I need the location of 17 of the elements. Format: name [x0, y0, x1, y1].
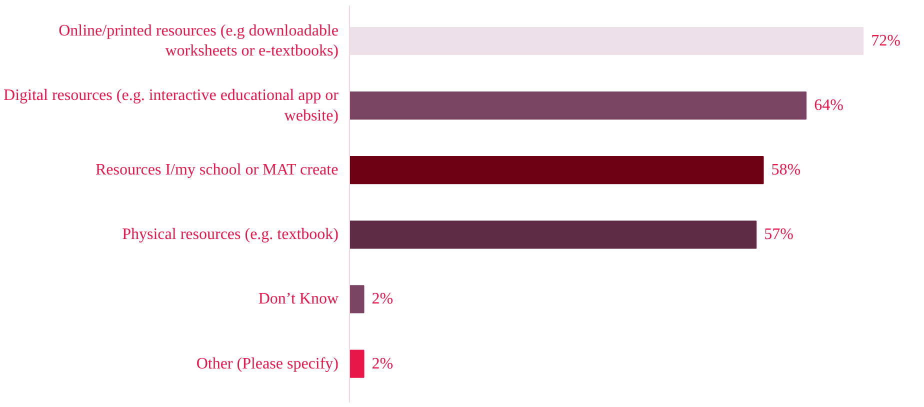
data-label: 2%	[372, 290, 394, 308]
y-tick-label: Digital resources (e.g. interactive educational app or website)	[4, 86, 340, 124]
data-label: 58%	[771, 162, 801, 179]
bar	[350, 92, 807, 120]
bar	[350, 220, 757, 249]
bar	[350, 350, 364, 378]
bar	[350, 156, 764, 184]
y-tick-label: Online/printed resources (e.g downloadable worksheets or e-textbooks)	[58, 22, 339, 60]
data-label: 2%	[372, 355, 394, 372]
data-label: 72%	[871, 32, 900, 50]
data-label: 57%	[764, 226, 794, 244]
y-tick-label: Don’t Know	[258, 290, 339, 308]
y-tick-label: Physical resources (e.g. textbook)	[122, 226, 339, 244]
y-tick-label: Other (Please specify)	[196, 355, 339, 372]
bar	[350, 285, 364, 314]
y-tick-label: Resources I/my school or MAT create	[95, 162, 338, 179]
data-label: 64%	[814, 97, 844, 114]
